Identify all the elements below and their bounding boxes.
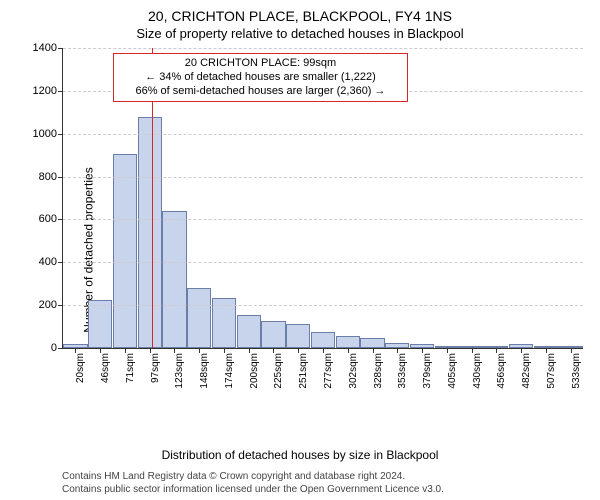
histogram-bar	[138, 117, 162, 348]
histogram-bar	[311, 332, 335, 348]
ytick-label: 1200	[33, 85, 57, 97]
ytick-mark	[58, 177, 63, 178]
ytick-label: 800	[39, 171, 57, 183]
ytick-label: 1000	[33, 128, 57, 140]
histogram-bar	[88, 300, 112, 348]
ytick-mark	[58, 48, 63, 49]
plot-inner: 020040060080010001200140020sqm46sqm71sqm…	[62, 48, 583, 349]
ytick-mark	[58, 219, 63, 220]
chart-title: 20, CRICHTON PLACE, BLACKPOOL, FY4 1NS	[0, 8, 600, 24]
annotation-line-3: 66% of semi-detached houses are larger (…	[120, 85, 401, 99]
histogram-bar	[113, 154, 137, 348]
histogram-bar	[360, 338, 384, 348]
annotation-line-2: ← 34% of detached houses are smaller (1,…	[120, 71, 401, 85]
annotation-line-1: 20 CRICHTON PLACE: 99sqm	[120, 57, 401, 71]
histogram-bar	[286, 324, 310, 348]
ytick-mark	[58, 262, 63, 263]
xtick-label: 353sqm	[397, 353, 408, 393]
x-axis-label: Distribution of detached houses by size …	[0, 448, 600, 462]
gridline	[63, 262, 583, 263]
xtick-label: 46sqm	[100, 353, 111, 393]
ytick-mark	[58, 91, 63, 92]
histogram-bar	[162, 211, 186, 348]
footer-line-2: Contains public sector information licen…	[62, 484, 592, 497]
gridline	[63, 305, 583, 306]
histogram-bar	[237, 315, 261, 348]
xtick-label: 405sqm	[447, 353, 458, 393]
chart-container: 20, CRICHTON PLACE, BLACKPOOL, FY4 1NS S…	[0, 0, 600, 500]
histogram-bar	[187, 288, 211, 348]
histogram-bar	[336, 336, 360, 348]
ytick-mark	[58, 305, 63, 306]
gridline	[63, 177, 583, 178]
chart-subtitle: Size of property relative to detached ho…	[0, 26, 600, 41]
plot-area: 020040060080010001200140020sqm46sqm71sqm…	[62, 48, 582, 400]
annotation-box: 20 CRICHTON PLACE: 99sqm← 34% of detache…	[113, 53, 408, 102]
xtick-label: 123sqm	[174, 353, 185, 393]
gridline	[63, 134, 583, 135]
xtick-label: 430sqm	[472, 353, 483, 393]
ytick-label: 600	[39, 213, 57, 225]
ytick-label: 400	[39, 256, 57, 268]
xtick-label: 71sqm	[125, 353, 136, 393]
xtick-label: 328sqm	[373, 353, 384, 393]
footer-line-1: Contains HM Land Registry data © Crown c…	[62, 471, 592, 484]
xtick-label: 20sqm	[75, 353, 86, 393]
xtick-label: 507sqm	[546, 353, 557, 393]
xtick-label: 379sqm	[422, 353, 433, 393]
xtick-label: 533sqm	[571, 353, 582, 393]
xtick-label: 277sqm	[323, 353, 334, 393]
histogram-bar	[261, 321, 285, 348]
ytick-mark	[58, 134, 63, 135]
ytick-label: 200	[39, 299, 57, 311]
footer: Contains HM Land Registry data © Crown c…	[62, 471, 592, 496]
gridline	[63, 219, 583, 220]
xtick-label: 251sqm	[298, 353, 309, 393]
xtick-label: 97sqm	[150, 353, 161, 393]
ytick-mark	[58, 348, 63, 349]
xtick-label: 174sqm	[224, 353, 235, 393]
ytick-label: 0	[51, 342, 57, 354]
xtick-label: 225sqm	[273, 353, 284, 393]
xtick-label: 148sqm	[199, 353, 210, 393]
xtick-label: 200sqm	[249, 353, 260, 393]
ytick-label: 1400	[33, 42, 57, 54]
xtick-label: 482sqm	[521, 353, 532, 393]
xtick-label: 456sqm	[496, 353, 507, 393]
gridline	[63, 48, 583, 49]
xtick-label: 302sqm	[348, 353, 359, 393]
